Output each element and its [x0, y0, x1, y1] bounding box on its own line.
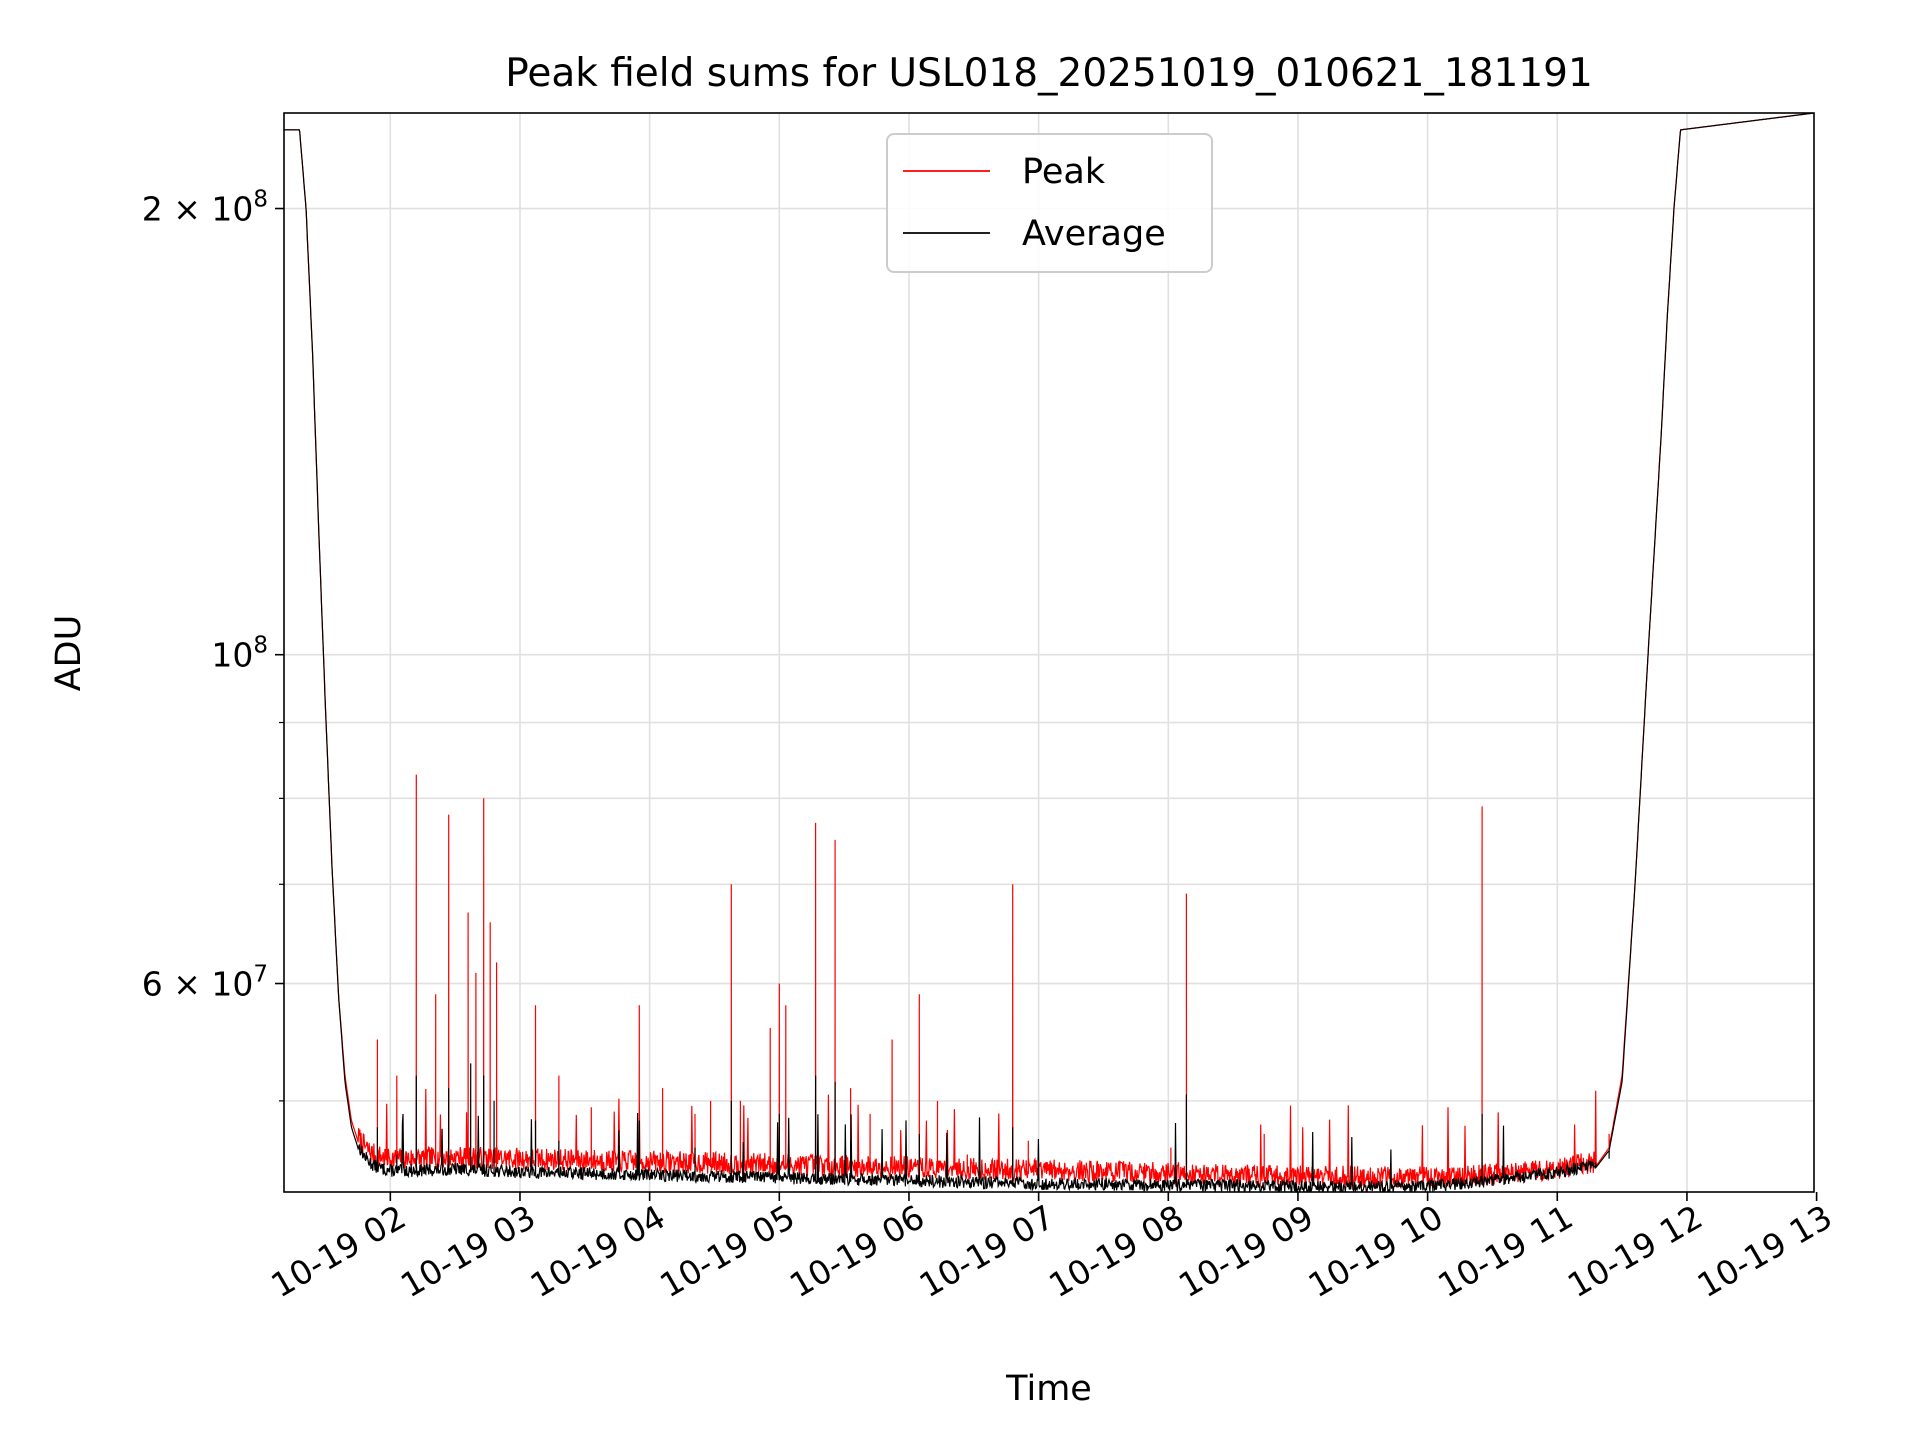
legend-average-label: Average — [1022, 214, 1166, 254]
peak-series-line — [284, 113, 1814, 1189]
average-series-line — [284, 113, 1814, 1192]
y-tick-label: 6 × 107 — [142, 962, 268, 1004]
x-axis-label: Time — [1005, 1369, 1092, 1409]
y-axis-ticks: 6 × 107 108 2 × 108 — [142, 187, 284, 1102]
legend-peak-label: Peak — [1022, 152, 1106, 192]
series-layer — [284, 113, 1814, 1192]
y-axis-label: ADU — [49, 615, 89, 692]
chart-title: Peak field sums for USL018_20251019_0106… — [505, 51, 1593, 96]
y-tick-label: 2 × 108 — [142, 187, 268, 229]
y-tick-label: 108 — [211, 633, 268, 675]
plot-frame — [283, 112, 1815, 1193]
legend-box — [886, 133, 1213, 273]
legend: Peak Average — [886, 133, 1213, 273]
